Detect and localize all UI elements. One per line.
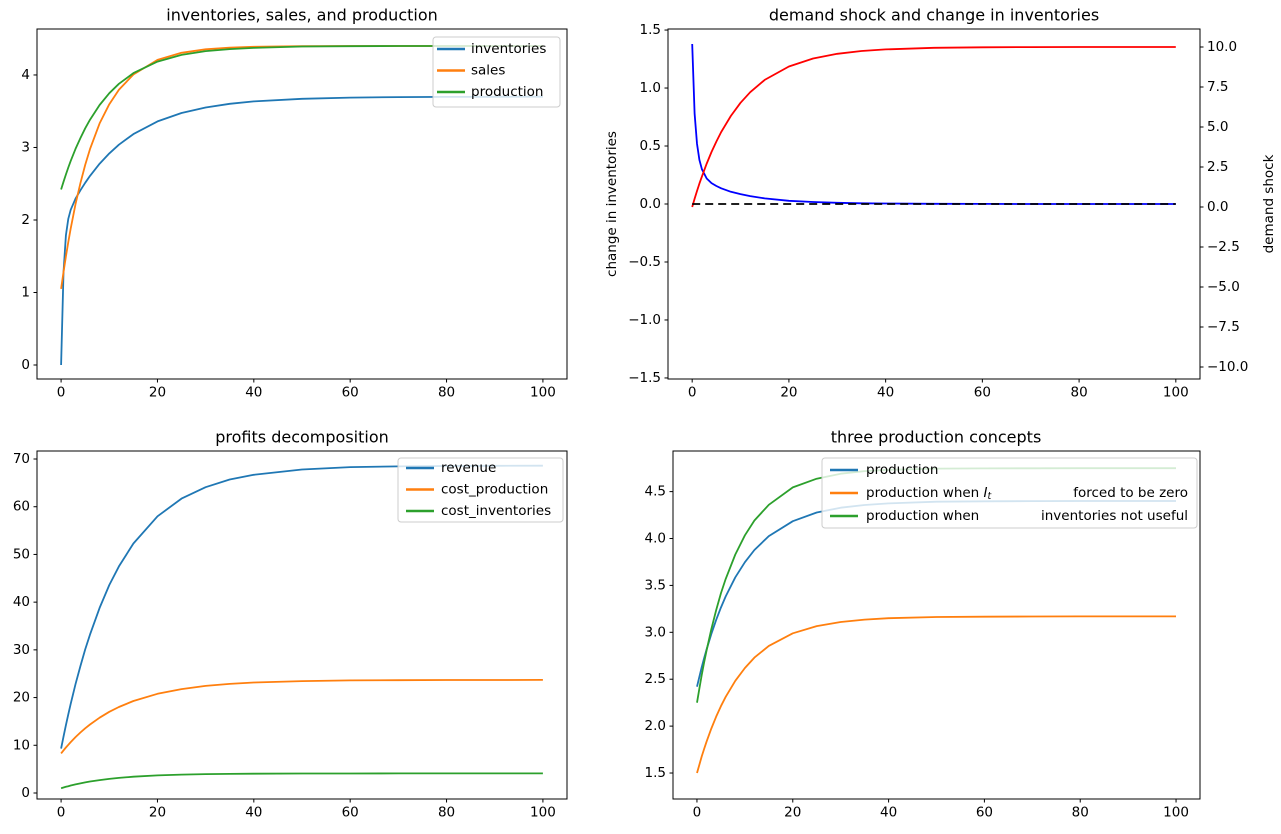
chart-title-top-right: demand shock and change in inventories: [768, 5, 1100, 25]
y-tick-label: 0: [21, 785, 30, 801]
legend-box: [397, 457, 564, 523]
right-y-tick-label: 5.0: [1207, 119, 1228, 135]
x-tick-label: 0: [688, 385, 697, 401]
y-tick-label: 2.0: [645, 718, 666, 734]
legend-label-right: forced to be zero: [1073, 485, 1188, 501]
y-tick-label: 0.0: [640, 196, 661, 212]
y-tick-label: 0: [21, 357, 30, 373]
x-tick-label: 80: [438, 385, 455, 401]
axes-frame: [36, 28, 568, 380]
legend-label: production when It: [866, 485, 993, 502]
x-tick-label: 100: [530, 805, 556, 821]
x-tick-label: 60: [342, 385, 359, 401]
legend-label: cost_inventories: [441, 503, 551, 519]
right-y-tick-label: 2.5: [1207, 159, 1228, 175]
x-tick-label: 60: [974, 385, 991, 401]
series-line-3-1: [696, 615, 1176, 774]
legend-label: sales: [471, 63, 505, 79]
y-tick-label: 30: [13, 642, 30, 658]
subplot-demand-shock-and-change-in-inventories: 0 20 40 60 80 100 −1.5 −1.0 −0.5 0.0 0.5 1.0 1.5 −10.…: [604, 22, 1277, 401]
subplot-three-production-concepts: 0 20 40 60 80 100 1.5 2.0 2.5 3.0 3.5 4.0 4.5 product…: [645, 450, 1201, 821]
legend-label: revenue: [441, 460, 496, 476]
y-tick-label: 4.5: [645, 484, 666, 500]
x-tick-label: 100: [1163, 805, 1189, 821]
y-tick-label: −0.5: [628, 254, 661, 270]
y-tick-label: 3.5: [645, 577, 666, 593]
right-y-tick-label: −7.5: [1207, 319, 1240, 335]
x-tick-label: 80: [1070, 385, 1087, 401]
right-y-tick-label: 0.0: [1207, 199, 1228, 215]
x-tick-label: 60: [976, 805, 993, 821]
axes-frame: [672, 450, 1201, 800]
y-tick-label: 50: [13, 546, 30, 562]
x-tick-label: 20: [149, 805, 166, 821]
x-tick-label: 80: [1072, 805, 1089, 821]
legend-box: [821, 457, 1198, 529]
legend-label: production: [866, 462, 939, 478]
y-tick-label: 10: [13, 737, 30, 753]
series-line-0-2: [60, 45, 543, 190]
y-tick-label: 0.5: [640, 138, 661, 154]
chart-title-top-left: inventories, sales, and production: [166, 5, 438, 25]
y-tick-label: 60: [13, 499, 30, 515]
y-tick-label: 4: [21, 67, 30, 83]
right-y-tick-label: −5.0: [1207, 279, 1240, 295]
x-tick-label: 0: [693, 805, 702, 821]
y-tick-label: −1.0: [628, 312, 661, 328]
chart-title-bottom-left: profits decomposition: [215, 427, 389, 447]
y-tick-label: 1.5: [640, 22, 661, 38]
right-y-tick-label: −2.5: [1207, 239, 1240, 255]
y-tick-label: 1.0: [640, 80, 661, 96]
y-tick-label: 3.0: [645, 624, 666, 640]
x-tick-label: 0: [57, 805, 66, 821]
x-tick-label: 40: [245, 805, 262, 821]
series-line-2-0: [60, 464, 543, 749]
legend-label: cost_production: [441, 482, 548, 498]
series-line-2-2: [60, 772, 543, 790]
legend-box: [432, 36, 561, 108]
x-tick-label: 100: [530, 385, 556, 401]
subplot-inventories-sales-production: 0 20 40 60 80 100 0 1 2 3 4 inventories sales product…: [21, 28, 568, 401]
y-tick-label: 2: [21, 212, 30, 228]
x-tick-label: 60: [342, 805, 359, 821]
left-axis-label: change in inventories: [604, 131, 620, 277]
y-tick-label: 1: [21, 284, 30, 300]
series-line-0-0: [60, 95, 543, 366]
right-y-tick-label: −10.0: [1207, 359, 1248, 375]
y-tick-label: 1.5: [645, 765, 666, 781]
series-line-3-0: [696, 500, 1176, 687]
x-tick-label: 40: [877, 385, 894, 401]
x-tick-label: 20: [784, 805, 801, 821]
right-y-tick-label: 7.5: [1207, 79, 1228, 95]
y-tick-label: 2.5: [645, 671, 666, 687]
right-y-tick-label: 10.0: [1207, 39, 1237, 55]
series-line-1-1: [691, 46, 1176, 208]
subplot-profits-decomposition: 0 20 40 60 80 100 0 10 20 30 40 50 60 70 revenue cost_p…: [13, 450, 568, 821]
y-tick-label: −1.5: [628, 370, 661, 386]
x-tick-label: 20: [149, 385, 166, 401]
y-tick-label: 3: [21, 139, 30, 155]
chart-title-bottom-right: three production concepts: [830, 427, 1042, 447]
legend-label: production: [471, 84, 544, 100]
legend-label: inventories: [471, 41, 546, 57]
y-tick-label: 40: [13, 594, 30, 610]
series-line-1-0: [691, 43, 1176, 205]
y-tick-label: 4.0: [645, 531, 666, 547]
axes-frame: [36, 450, 568, 800]
series-line-2-1: [60, 679, 543, 754]
x-tick-label: 20: [780, 385, 797, 401]
x-tick-label: 40: [245, 385, 262, 401]
y-tick-label: 20: [13, 690, 30, 706]
right-axis-label: demand shock: [1261, 154, 1277, 253]
legend-label: production when: [866, 508, 979, 524]
x-tick-label: 0: [57, 385, 66, 401]
x-tick-label: 100: [1163, 385, 1189, 401]
x-tick-label: 80: [438, 805, 455, 821]
y-tick-label: 70: [13, 451, 30, 467]
legend-label-right: inventories not useful: [1041, 508, 1188, 524]
x-tick-label: 40: [880, 805, 897, 821]
